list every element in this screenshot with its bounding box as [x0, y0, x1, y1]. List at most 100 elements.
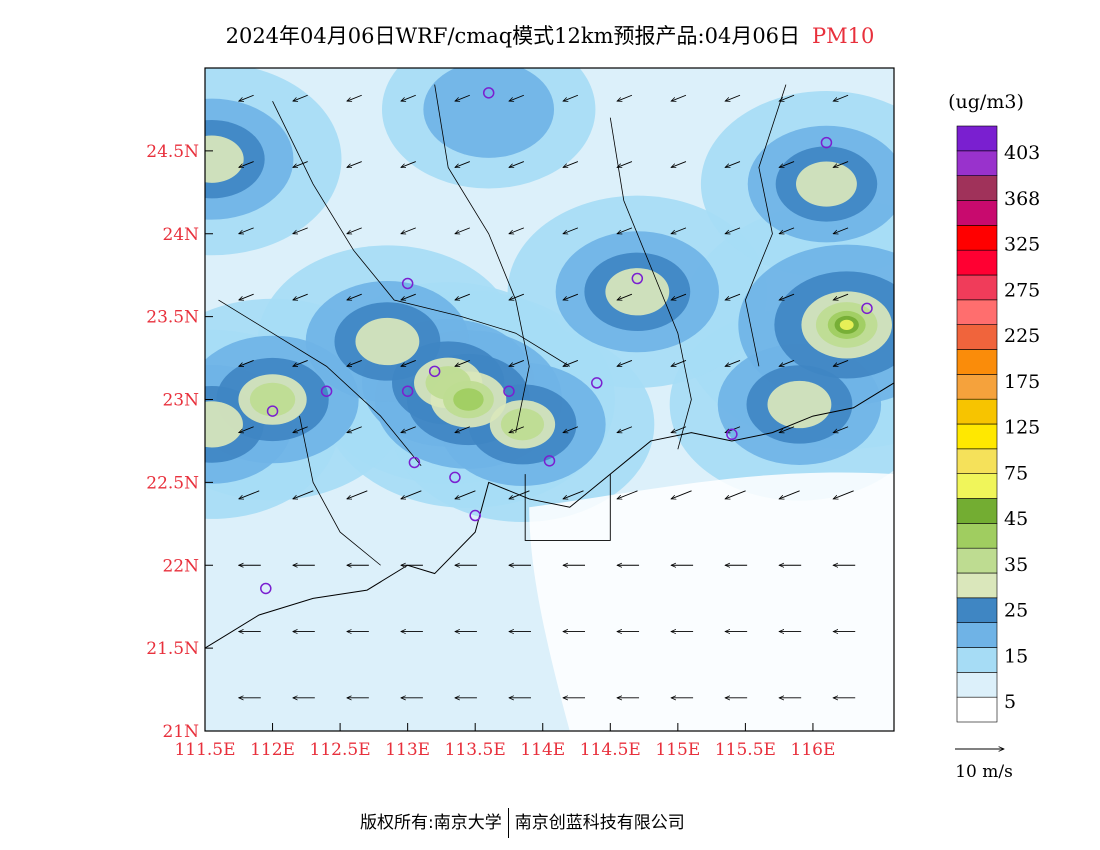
x-tick-label: 116E [791, 740, 836, 760]
colorbar-swatch [956, 498, 998, 524]
pollutant-label: PM10 [812, 24, 875, 48]
colorbar-swatch [956, 622, 998, 648]
colorbar-swatch [956, 572, 998, 599]
wind-vector [239, 94, 254, 101]
station-marker [820, 136, 833, 149]
wind-vector [455, 360, 470, 366]
colorbar-swatch [956, 299, 998, 325]
wind-vector [833, 161, 849, 168]
colorbar-swatch [956, 672, 998, 698]
wind-vector [239, 360, 254, 366]
colorbar-swatch [956, 423, 998, 450]
wind-vector [563, 161, 579, 168]
wind-vector [725, 490, 746, 499]
wind-vector [347, 227, 362, 234]
title-text: 2024年04月06日WRF/cmaq模式12km预报产品:04月06日 [225, 24, 801, 48]
copyright-left: 版权所有:南京大学 [360, 813, 502, 833]
wind-vector [509, 293, 525, 300]
wind-vector [455, 94, 470, 101]
x-tick-label: 115E [655, 740, 700, 760]
wind-vector [347, 161, 362, 168]
pm10-contour-blob [205, 401, 243, 448]
x-tick-label: 114E [520, 740, 565, 760]
colorbar-swatch [956, 473, 998, 499]
station-marker [591, 377, 603, 389]
colorbar-swatch [956, 647, 998, 673]
wind-vector [671, 360, 687, 366]
colorbar-label: 75 [1004, 462, 1028, 484]
wind-vector [401, 360, 416, 366]
wind-vector [347, 426, 362, 433]
station-marker [266, 405, 279, 417]
colorbar-swatch [956, 249, 998, 276]
admin-boundary [272, 100, 570, 367]
wind-vector [401, 94, 416, 101]
wind-vector [725, 94, 741, 101]
wind-vector [401, 490, 422, 499]
wind-vector [779, 293, 795, 300]
wind-vector [725, 360, 741, 366]
low-concentration-area [529, 472, 894, 731]
colorbar-swatch [956, 324, 998, 350]
colorbar-label: 325 [1004, 234, 1040, 256]
station-marker [408, 456, 421, 469]
colorbar-label: 403 [1004, 142, 1040, 164]
station-marker [428, 365, 441, 378]
colorbar: 5 15 25 35 45 75 125 175 225 275 325 368 403 (ug/m3) [948, 91, 1040, 723]
wind-vector [617, 161, 633, 168]
wind-vector [671, 161, 687, 168]
colorbar-swatch [956, 175, 998, 201]
wind-vector [509, 94, 525, 101]
pm10-contour-blob [500, 408, 545, 441]
y-tick-label: 22N [162, 556, 199, 576]
y-tick-label: 24N [162, 225, 199, 245]
wind-vector [347, 360, 362, 366]
colorbar-label: 175 [1004, 371, 1040, 393]
wind-vector [671, 426, 687, 433]
wind-vector [779, 227, 795, 234]
colorbar-label: 225 [1004, 325, 1040, 347]
colorbar-swatch [956, 349, 998, 375]
wind-vector [401, 293, 416, 300]
pm10-contour-blob [767, 380, 832, 429]
station-marker [482, 87, 495, 99]
wind-reference-label: 10 m/s [955, 762, 1013, 782]
x-tick-label: 111.5E [174, 740, 235, 760]
wind-vector [779, 490, 800, 499]
wind-vector [833, 426, 849, 433]
wind-vector [401, 426, 416, 433]
wind-vector [509, 161, 525, 168]
station-marker [861, 302, 873, 315]
colorbar-swatch [956, 125, 998, 152]
wind-vector [347, 293, 362, 300]
wind-vector [347, 490, 368, 499]
pm10-contour-blob [355, 317, 420, 366]
x-tick-label: 112.5E [310, 740, 371, 760]
wind-vector [617, 293, 633, 300]
wind-vector [239, 490, 260, 499]
copyright-right: 南京创蓝科技有限公司 [514, 813, 685, 833]
wind-vector [455, 426, 470, 433]
x-tick-label: 114.5E [580, 740, 641, 760]
admin-boundary [434, 84, 530, 433]
wind-vector [833, 94, 849, 101]
station-marker [469, 509, 481, 522]
x-tick-label: 115.5E [715, 740, 776, 760]
colorbar-swatch [956, 448, 998, 474]
wind-vector [293, 360, 308, 366]
pm10-contour-blob [249, 382, 296, 417]
wind-vector [293, 94, 308, 101]
colorbar-label: 15 [1004, 645, 1028, 667]
wind-vector [509, 360, 525, 366]
wind-vector [833, 490, 854, 499]
colorbar-swatch [956, 398, 998, 425]
wind-vector [293, 490, 314, 499]
admin-boundary [744, 84, 787, 367]
pm10-contour-blob [423, 68, 555, 158]
wind-vector [833, 293, 849, 300]
station-marker [631, 272, 644, 285]
wind-vector [293, 227, 308, 234]
admin-boundary [609, 117, 692, 450]
wind-vector [347, 94, 362, 101]
